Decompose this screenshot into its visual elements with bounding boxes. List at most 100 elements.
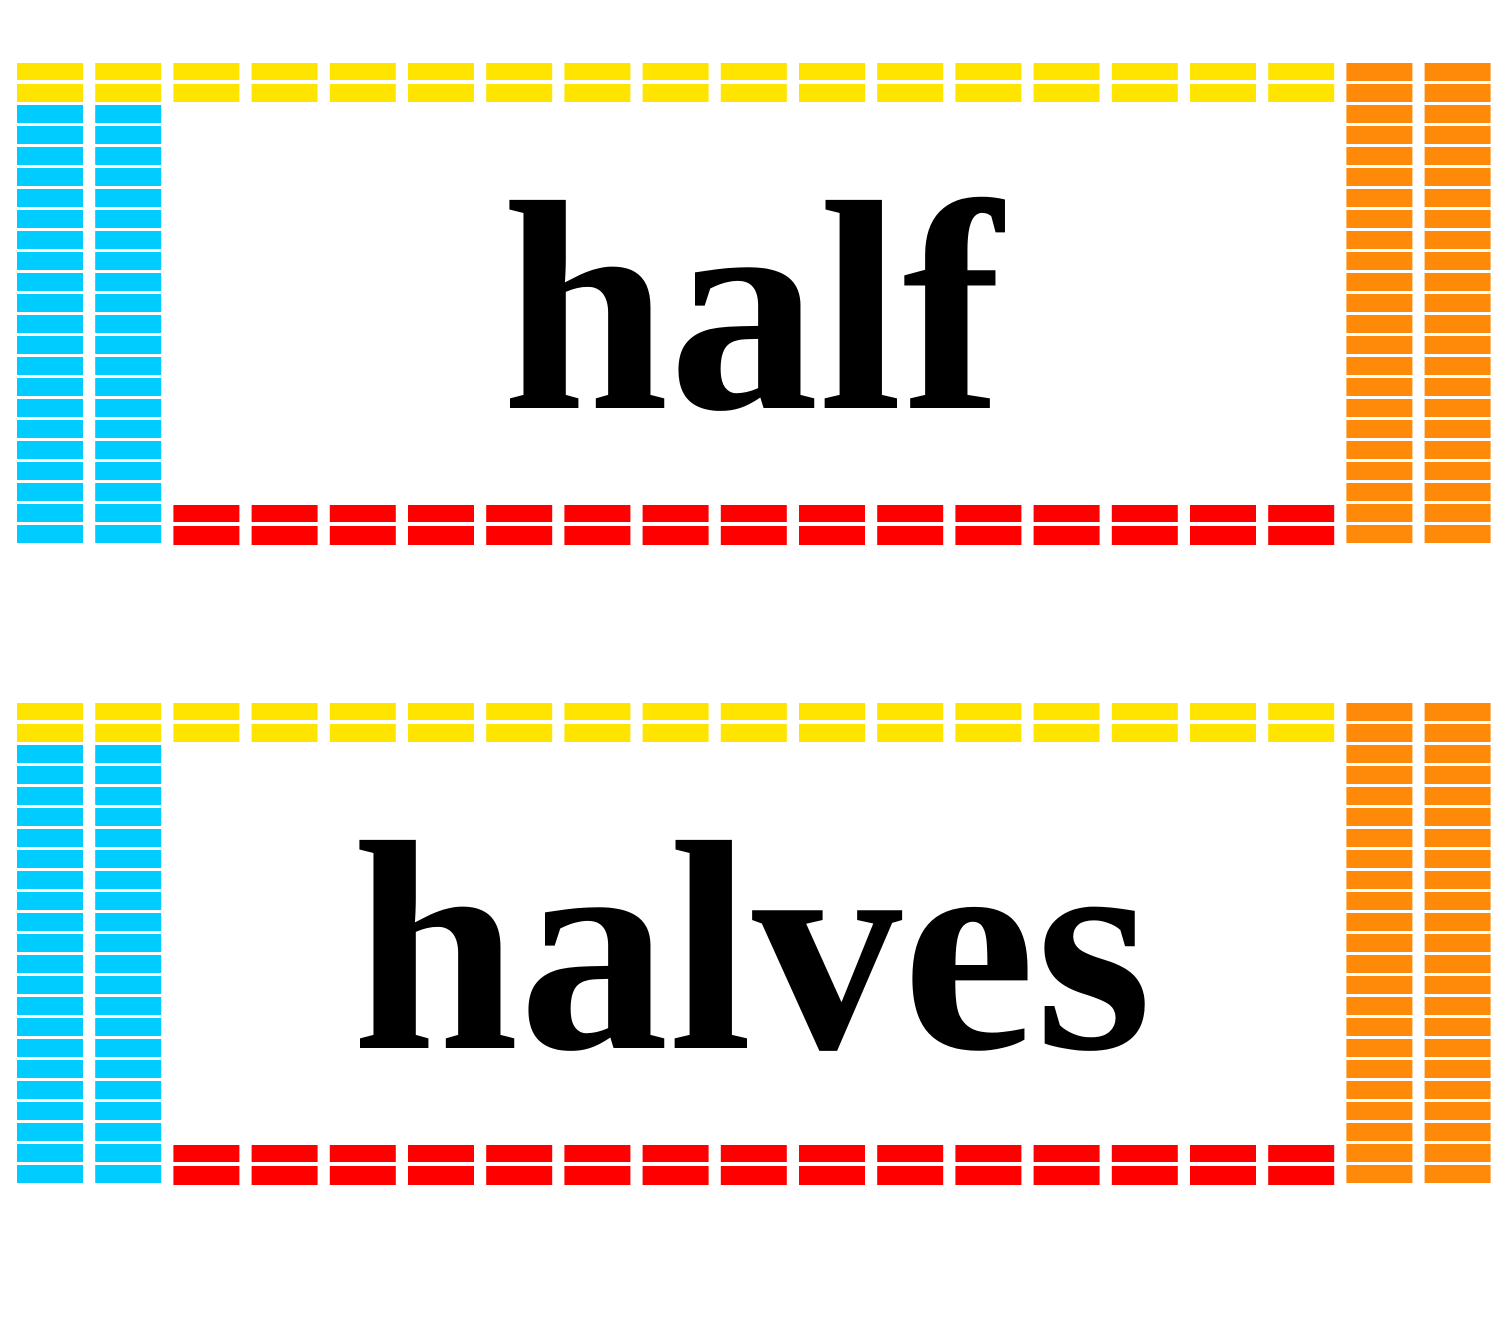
border-stripe — [1346, 766, 1413, 784]
border-stripe — [95, 955, 162, 973]
border-stripe — [486, 724, 553, 742]
border-stripe — [1111, 526, 1178, 545]
border-stripe — [173, 63, 240, 80]
border-stripe — [17, 126, 83, 144]
border-stripe — [1346, 336, 1413, 354]
border-stripe — [95, 210, 162, 228]
border-stripe — [17, 1144, 83, 1162]
border-stripe — [877, 703, 944, 720]
border-stripe — [1346, 525, 1413, 543]
border-stripe — [95, 1039, 162, 1057]
border-stripe — [17, 892, 83, 910]
border-stripe — [408, 1166, 474, 1185]
border-stripe — [1424, 525, 1491, 543]
border-stripe — [642, 505, 709, 522]
border-stripe — [1111, 1145, 1178, 1162]
border-stripe — [1268, 724, 1335, 742]
border-stripe — [95, 829, 162, 847]
border-stripe — [1424, 955, 1491, 973]
border-stripe — [1346, 850, 1413, 868]
border-stripe — [955, 703, 1022, 720]
border-stripe — [642, 526, 709, 545]
border-stripe — [251, 63, 318, 80]
border-stripe — [1033, 526, 1100, 545]
border-stripe — [17, 336, 83, 354]
border-stripe — [1424, 420, 1491, 438]
border-stripe — [564, 703, 631, 720]
border-stripe — [720, 1145, 787, 1162]
border-stripe — [17, 871, 83, 889]
border-stripe — [1190, 63, 1256, 80]
border-stripe — [486, 63, 553, 80]
border-stripe — [1424, 210, 1491, 228]
border-stripe — [17, 1165, 83, 1183]
border-stripe — [877, 1145, 944, 1162]
border-stripe — [1346, 1102, 1413, 1120]
border-stripe — [1268, 1145, 1335, 1162]
border-stripe — [95, 913, 162, 931]
border-stripe — [1346, 976, 1413, 994]
border-stripe — [95, 871, 162, 889]
border-stripe — [955, 526, 1022, 545]
border-stripe — [17, 252, 83, 270]
border-stripe — [17, 84, 83, 102]
border-stripe — [17, 808, 83, 826]
border-stripe — [1190, 526, 1256, 545]
border-stripe — [1268, 505, 1335, 522]
border-stripe — [1424, 1060, 1491, 1078]
border-stripe — [486, 1145, 553, 1162]
border-stripe — [642, 1145, 709, 1162]
border-stripe — [1424, 724, 1491, 742]
border-stripe — [1424, 441, 1491, 459]
border-stripe — [1346, 210, 1413, 228]
border-stripe — [1424, 504, 1491, 522]
border-stripe — [1346, 745, 1413, 763]
border-stripe — [1346, 1018, 1413, 1036]
border-stripe — [1424, 336, 1491, 354]
border-stripe — [17, 315, 83, 333]
border-stripe — [1346, 147, 1413, 165]
border-stripe — [1346, 378, 1413, 396]
border-stripe — [17, 441, 83, 459]
border-stripe — [251, 505, 318, 522]
border-stripe — [17, 745, 83, 763]
border-stripe — [95, 63, 162, 80]
border-stripe — [1190, 703, 1256, 720]
border-stripe — [329, 1145, 396, 1162]
border-stripe — [1346, 892, 1413, 910]
border-stripe — [251, 1166, 318, 1185]
border-stripe — [17, 787, 83, 805]
border-stripe — [564, 505, 631, 522]
border-stripe — [17, 210, 83, 228]
card: halves — [17, 703, 1491, 1185]
border-stripe — [1268, 63, 1335, 80]
border-stripe — [17, 504, 83, 522]
border-stripe — [95, 357, 162, 375]
border-stripe — [17, 766, 83, 784]
border-stripe — [1346, 315, 1413, 333]
border-stripe — [1424, 273, 1491, 291]
border-stripe — [642, 703, 709, 720]
border-stripe — [1033, 703, 1100, 720]
border-stripe — [95, 294, 162, 312]
border-stripe — [720, 703, 787, 720]
border-stripe — [17, 955, 83, 973]
border-stripe — [95, 231, 162, 249]
card: half — [17, 63, 1491, 545]
border-stripe — [1346, 294, 1413, 312]
border-stripe — [17, 462, 83, 480]
border-stripe — [17, 1102, 83, 1120]
border-stripe — [17, 913, 83, 931]
border-stripe — [251, 526, 318, 545]
border-stripe — [720, 63, 787, 80]
border-stripe — [95, 703, 162, 720]
border-stripe — [408, 703, 474, 720]
border-stripe — [173, 703, 240, 720]
border-stripe — [95, 252, 162, 270]
border-stripe — [1033, 84, 1100, 102]
border-stripe — [1424, 315, 1491, 333]
border-stripe — [1424, 252, 1491, 270]
border-stripe — [95, 462, 162, 480]
